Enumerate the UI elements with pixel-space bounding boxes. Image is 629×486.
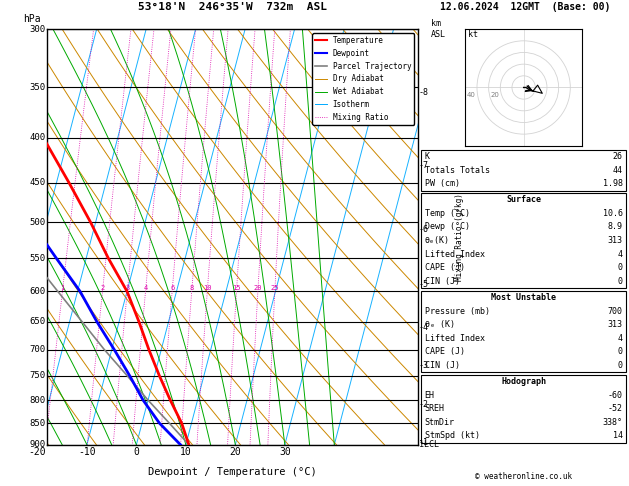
Text: 550: 550 <box>30 254 46 263</box>
Text: 4: 4 <box>143 285 148 291</box>
Text: 15: 15 <box>232 285 241 291</box>
Text: 10.6: 10.6 <box>603 209 623 218</box>
Text: StmSpd (kt): StmSpd (kt) <box>425 432 479 440</box>
Text: 8: 8 <box>189 285 194 291</box>
Text: -1: -1 <box>419 438 429 447</box>
Text: Temp (°C): Temp (°C) <box>425 209 470 218</box>
Text: θₑ (K): θₑ (K) <box>425 320 455 329</box>
Text: -7: -7 <box>419 161 429 170</box>
Text: Surface: Surface <box>506 195 541 204</box>
Text: 800: 800 <box>30 396 46 405</box>
Text: -8: -8 <box>419 88 429 97</box>
Text: 53°18'N  246°35'W  732m  ASL: 53°18'N 246°35'W 732m ASL <box>138 2 327 12</box>
Text: Totals Totals: Totals Totals <box>425 166 489 174</box>
Text: -6: -6 <box>419 226 429 234</box>
Text: 20: 20 <box>230 447 241 456</box>
Text: -10: -10 <box>78 447 96 456</box>
Text: kt: kt <box>467 30 477 39</box>
Text: CAPE (J): CAPE (J) <box>425 263 465 272</box>
Text: -4: -4 <box>419 323 429 332</box>
Text: K: K <box>425 152 430 161</box>
Text: 2: 2 <box>101 285 104 291</box>
Text: 338°: 338° <box>603 418 623 427</box>
Text: 12.06.2024  12GMT  (Base: 00): 12.06.2024 12GMT (Base: 00) <box>440 2 610 12</box>
Text: -52: -52 <box>608 404 623 413</box>
Text: 350: 350 <box>30 83 46 92</box>
Text: -20: -20 <box>28 447 46 456</box>
Text: 0: 0 <box>618 347 623 356</box>
Text: -5: -5 <box>419 280 429 290</box>
Text: 4: 4 <box>618 334 623 343</box>
Text: 3: 3 <box>125 285 130 291</box>
Text: 650: 650 <box>30 317 46 326</box>
Text: Dewpoint / Temperature (°C): Dewpoint / Temperature (°C) <box>148 467 317 477</box>
Text: Lifted Index: Lifted Index <box>425 334 484 343</box>
Text: © weatheronline.co.uk: © weatheronline.co.uk <box>475 472 572 481</box>
Text: 1: 1 <box>60 285 65 291</box>
Text: 40: 40 <box>467 92 476 98</box>
Text: km
ASL: km ASL <box>431 19 446 39</box>
Text: 25: 25 <box>270 285 279 291</box>
Text: -2: -2 <box>419 400 429 409</box>
Text: 0: 0 <box>618 361 623 370</box>
Text: 700: 700 <box>30 345 46 354</box>
Text: -60: -60 <box>608 391 623 399</box>
Text: 4: 4 <box>618 250 623 259</box>
Text: Mixing Ratio (g/kg): Mixing Ratio (g/kg) <box>455 193 464 281</box>
Text: 0: 0 <box>618 277 623 286</box>
Text: 6: 6 <box>170 285 174 291</box>
Text: 10: 10 <box>180 447 192 456</box>
Text: 44: 44 <box>613 166 623 174</box>
Text: 10: 10 <box>203 285 211 291</box>
Text: PW (cm): PW (cm) <box>425 179 460 188</box>
Text: 900: 900 <box>30 440 46 449</box>
Text: Pressure (mb): Pressure (mb) <box>425 307 489 315</box>
Text: 1.98: 1.98 <box>603 179 623 188</box>
Text: Hodograph: Hodograph <box>501 377 546 386</box>
Text: 1LCL: 1LCL <box>419 440 439 449</box>
Text: -3: -3 <box>419 361 429 370</box>
Text: θₑ(K): θₑ(K) <box>425 236 450 245</box>
Legend: Temperature, Dewpoint, Parcel Trajectory, Dry Adiabat, Wet Adiabat, Isotherm, Mi: Temperature, Dewpoint, Parcel Trajectory… <box>312 33 415 125</box>
Text: CIN (J): CIN (J) <box>425 277 460 286</box>
Text: 600: 600 <box>30 287 46 296</box>
Text: 30: 30 <box>279 447 291 456</box>
Text: 20: 20 <box>253 285 262 291</box>
Text: StmDir: StmDir <box>425 418 455 427</box>
Text: 20: 20 <box>490 92 499 98</box>
Text: 300: 300 <box>30 25 46 34</box>
Text: 0: 0 <box>618 263 623 272</box>
Text: 26: 26 <box>613 152 623 161</box>
Text: EH: EH <box>425 391 435 399</box>
Text: 14: 14 <box>613 432 623 440</box>
Text: 850: 850 <box>30 418 46 428</box>
Text: Dewp (°C): Dewp (°C) <box>425 223 470 231</box>
Text: 313: 313 <box>608 236 623 245</box>
Text: 500: 500 <box>30 218 46 227</box>
Text: 400: 400 <box>30 134 46 142</box>
Text: CIN (J): CIN (J) <box>425 361 460 370</box>
Text: 450: 450 <box>30 178 46 187</box>
Text: 0: 0 <box>133 447 139 456</box>
Text: 700: 700 <box>608 307 623 315</box>
Text: SREH: SREH <box>425 404 445 413</box>
Text: hPa: hPa <box>23 14 41 24</box>
Text: Most Unstable: Most Unstable <box>491 293 556 302</box>
Text: 750: 750 <box>30 371 46 380</box>
Text: 8.9: 8.9 <box>608 223 623 231</box>
Text: 313: 313 <box>608 320 623 329</box>
Text: Lifted Index: Lifted Index <box>425 250 484 259</box>
Text: CAPE (J): CAPE (J) <box>425 347 465 356</box>
